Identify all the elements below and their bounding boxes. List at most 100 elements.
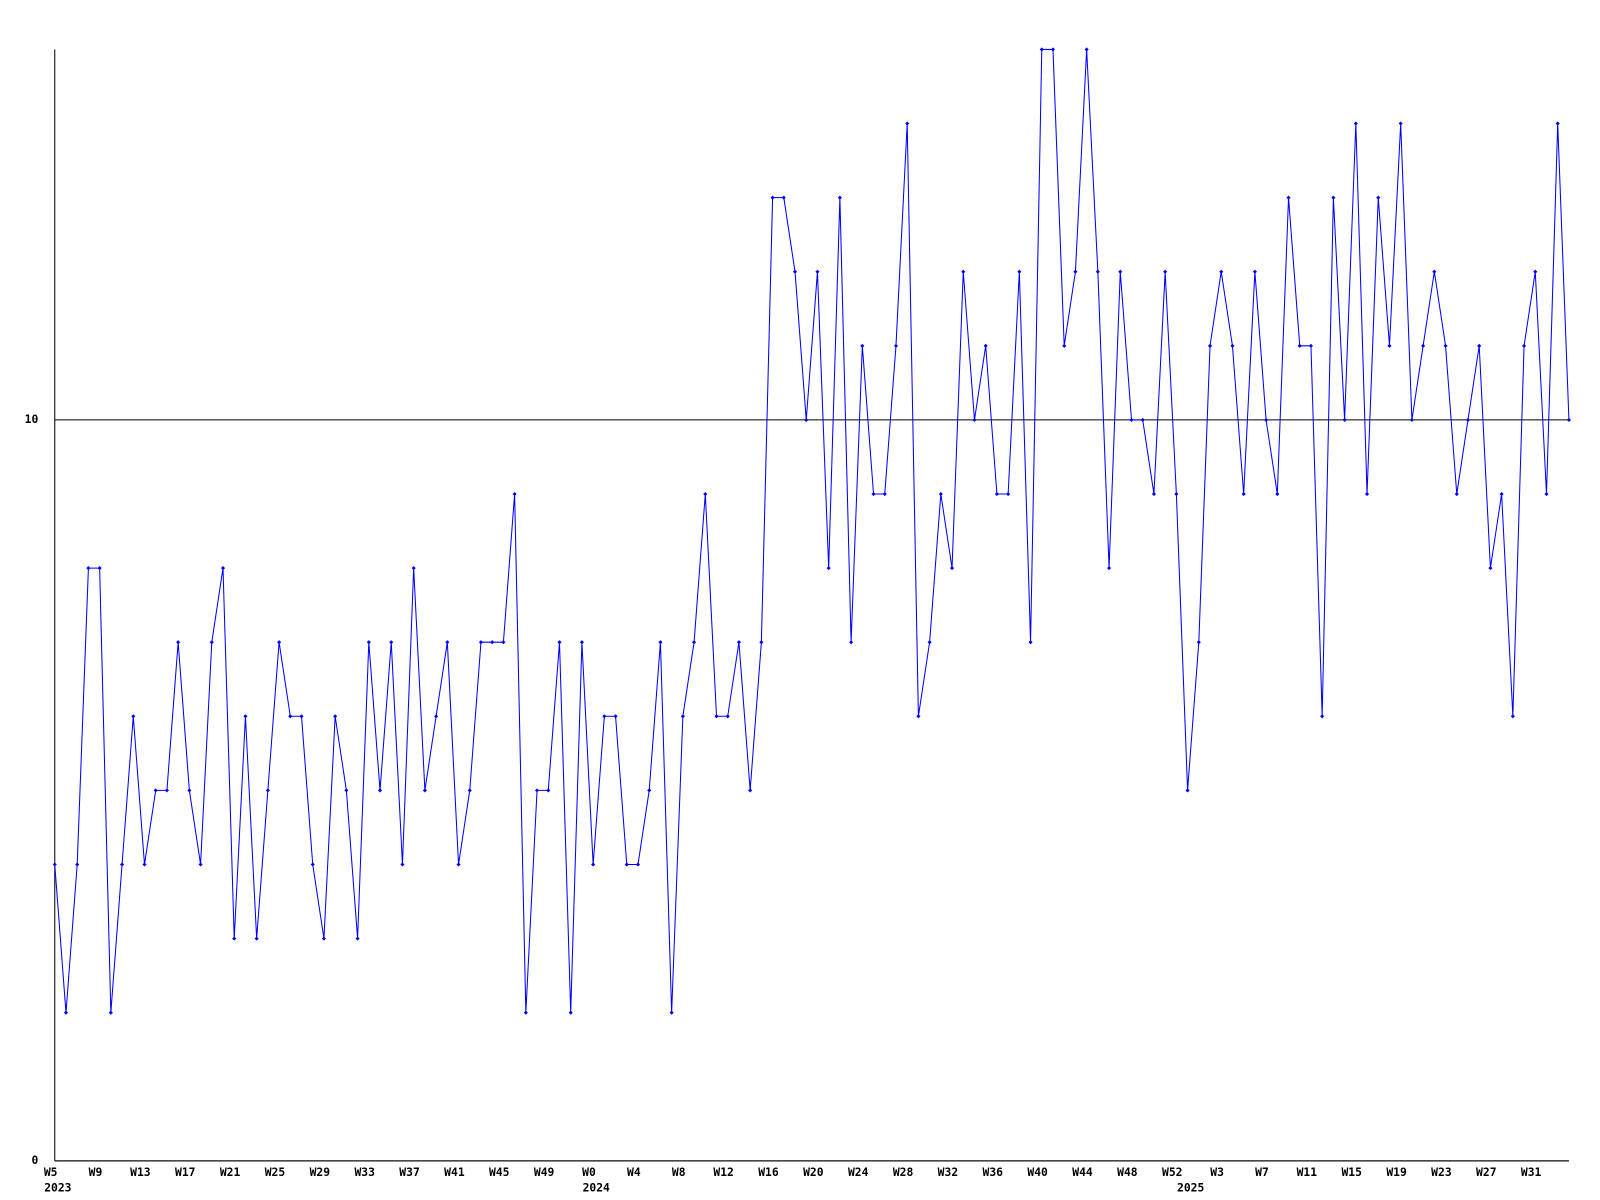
data-point <box>1073 269 1078 274</box>
data-point <box>961 269 966 274</box>
data-point <box>389 640 394 645</box>
data-point <box>635 862 641 867</box>
data-point <box>523 1010 528 1015</box>
data-point <box>1219 269 1224 274</box>
data-point <box>725 714 730 719</box>
data-point <box>669 1010 674 1015</box>
x-tick-label: W17 <box>175 1165 195 1179</box>
data-point <box>568 1010 573 1015</box>
x-tick-label: W0 <box>582 1165 596 1179</box>
data-point <box>333 714 338 719</box>
data-point <box>1398 121 1403 126</box>
x-tick-label: W16 <box>758 1165 779 1179</box>
data-point <box>826 566 831 571</box>
data-point <box>1095 269 1100 274</box>
data-point <box>1151 491 1156 497</box>
data-point <box>1510 714 1515 719</box>
data-point <box>478 640 484 645</box>
data-point <box>1522 343 1527 348</box>
data-point <box>1387 343 1392 348</box>
x-tick-label: W33 <box>354 1165 375 1179</box>
data-point <box>1353 121 1358 126</box>
data-point <box>804 417 809 422</box>
data-point <box>1196 640 1201 645</box>
year-label: 2023 <box>44 1181 71 1195</box>
x-tick-label: W15 <box>1341 1165 1362 1179</box>
x-tick-label: W20 <box>803 1165 824 1179</box>
data-point <box>52 862 57 867</box>
data-point <box>1331 195 1336 200</box>
data-point <box>1028 640 1033 645</box>
data-point <box>97 566 102 571</box>
x-tick-label: W29 <box>310 1165 331 1179</box>
data-point <box>692 640 697 645</box>
data-point <box>972 417 977 422</box>
data-point <box>1174 491 1179 497</box>
data-point <box>220 566 226 571</box>
data-point <box>860 343 865 348</box>
data-point <box>736 640 742 645</box>
x-tick-label: W36 <box>983 1165 1004 1179</box>
data-point <box>1129 417 1134 422</box>
x-tick-label: W19 <box>1386 1165 1407 1179</box>
data-point <box>310 862 315 867</box>
data-point <box>792 269 798 274</box>
data-point <box>355 936 360 941</box>
data-point <box>1039 47 1044 52</box>
data-point <box>1454 491 1459 497</box>
data-point <box>1017 269 1022 274</box>
data-point <box>1432 269 1437 274</box>
x-tick-label: W9 <box>89 1165 103 1179</box>
data-point <box>400 862 405 867</box>
y-tick-label: 0 <box>31 1153 38 1167</box>
data-point <box>624 862 629 867</box>
x-tick-label: W44 <box>1072 1165 1093 1179</box>
data-point <box>1555 121 1560 126</box>
x-tick-label: W49 <box>534 1165 555 1179</box>
data-point <box>557 640 562 645</box>
data-point <box>456 862 461 867</box>
data-point <box>1409 417 1414 422</box>
data-point <box>882 491 887 497</box>
x-tick-label: W8 <box>672 1165 686 1179</box>
data-point <box>837 195 842 200</box>
x-tick-label: W11 <box>1297 1165 1318 1179</box>
data-point <box>422 788 427 793</box>
data-point <box>1006 491 1011 497</box>
data-point <box>1488 566 1493 571</box>
data-point <box>265 788 270 793</box>
x-tick-label: W31 <box>1521 1165 1542 1179</box>
data-point <box>411 566 416 571</box>
data-point <box>434 714 439 719</box>
data-point <box>243 714 248 719</box>
data-point <box>153 788 158 793</box>
data-point <box>75 862 80 867</box>
data-point <box>198 862 203 867</box>
data-point <box>1364 491 1370 497</box>
data-point <box>994 491 999 497</box>
x-tick-label: W40 <box>1027 1165 1048 1179</box>
data-point <box>187 788 192 793</box>
data-point <box>120 862 125 867</box>
data-point <box>1062 343 1067 348</box>
data-point <box>770 195 775 200</box>
x-tick-label: W52 <box>1162 1165 1182 1179</box>
x-tick-label: W7 <box>1255 1165 1269 1179</box>
data-point <box>1207 343 1213 348</box>
data-point <box>344 788 349 793</box>
data-point <box>714 714 719 719</box>
data-point <box>1465 417 1471 422</box>
data-point <box>321 936 327 941</box>
x-tick-label: W24 <box>848 1165 869 1179</box>
data-point <box>445 640 450 645</box>
data-point <box>871 491 876 497</box>
data-point <box>1163 269 1168 274</box>
data-point <box>1533 269 1538 274</box>
data-point <box>602 714 607 719</box>
data-point <box>849 640 854 645</box>
data-point <box>1252 269 1257 274</box>
data-point <box>534 788 540 793</box>
data-point <box>1421 343 1426 348</box>
